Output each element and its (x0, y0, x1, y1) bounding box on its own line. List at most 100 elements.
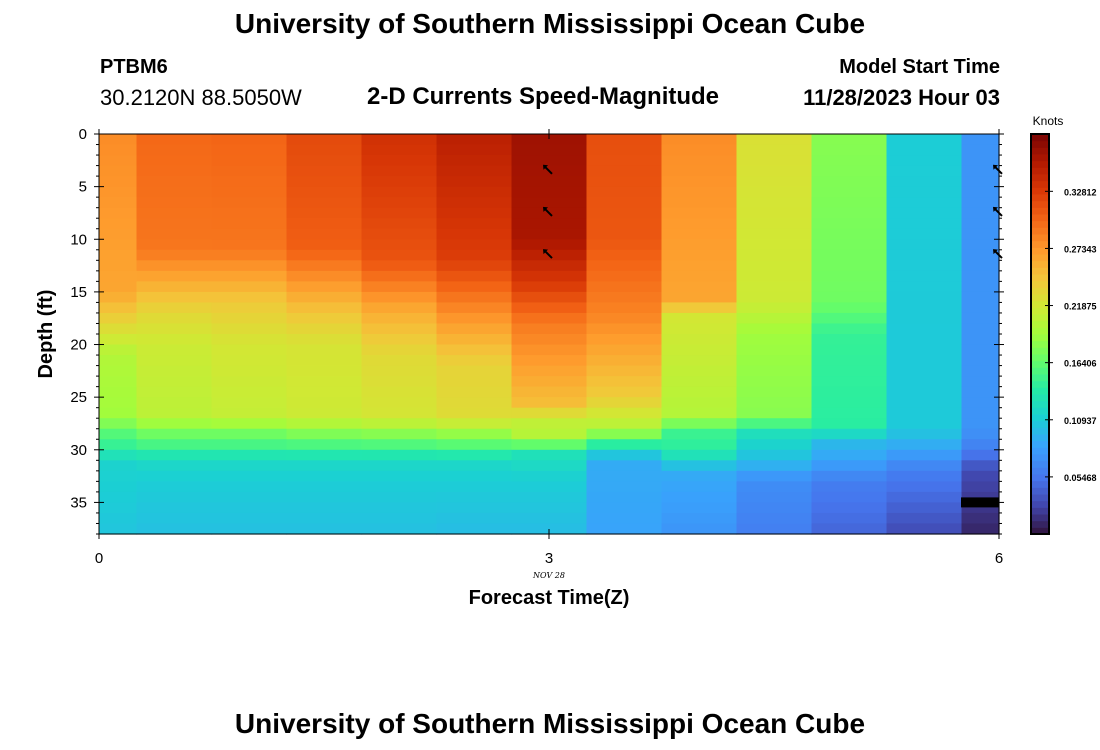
heatmap-cell (436, 312, 513, 325)
colorbar-segment (1031, 314, 1049, 322)
heatmap-cell (886, 491, 963, 504)
heatmap-cell (436, 386, 513, 398)
heatmap-cell (811, 449, 888, 461)
heatmap-cell (661, 491, 738, 504)
heatmap-cell (286, 197, 363, 209)
heatmap-cell (211, 218, 288, 230)
heatmap-cell (811, 260, 888, 272)
heatmap-cell (286, 481, 363, 493)
heatmap-cell (886, 165, 963, 177)
heatmap-cell (361, 523, 438, 535)
heatmap-cell (886, 428, 963, 440)
heatmap-cell (811, 481, 888, 493)
colorbar-segment (1031, 347, 1049, 355)
heatmap-cell (286, 302, 363, 314)
heatmap-cell (136, 460, 213, 472)
heatmap-cell (136, 439, 213, 451)
heatmap-cell (661, 207, 738, 219)
heatmap-cell (99, 407, 138, 419)
heatmap-cell (136, 365, 213, 377)
heatmap-cell (736, 512, 813, 525)
heatmap-cell (511, 334, 588, 346)
heatmap-cell (136, 291, 213, 304)
heatmap-cell (511, 449, 588, 461)
heatmap-cell (736, 134, 813, 146)
heatmap-cell (211, 270, 288, 282)
heatmap-cell (286, 323, 363, 335)
heatmap-cells (99, 134, 1000, 535)
heatmap-cell (961, 323, 1000, 335)
heatmap-cell (361, 134, 438, 146)
heatmap-cell (961, 502, 1000, 514)
heatmap-cell (99, 302, 138, 314)
heatmap-cell (136, 155, 213, 167)
heatmap-cell (886, 397, 963, 409)
heatmap-cell (661, 418, 738, 430)
y-axis-label: Depth (ft) (35, 290, 57, 379)
colorbar-segment (1031, 507, 1049, 515)
heatmap-cell (211, 312, 288, 325)
heatmap-cell (586, 334, 663, 346)
colorbar-segment (1031, 287, 1049, 295)
heatmap-cell (586, 144, 663, 156)
heatmap-cell (736, 407, 813, 419)
heatmap-cell (211, 502, 288, 514)
heatmap-cell (436, 428, 513, 440)
heatmap-cell (886, 512, 963, 525)
heatmap-cell (586, 291, 663, 304)
heatmap-cell (136, 418, 213, 430)
heatmap-cell (136, 470, 213, 482)
heatmap-cell (586, 523, 663, 535)
heatmap-cell (286, 470, 363, 482)
heatmap-cell (511, 491, 588, 504)
heatmap-cell (586, 397, 663, 409)
heatmap-cell (661, 460, 738, 472)
heatmap-cell (586, 176, 663, 188)
heatmap-cell (586, 470, 663, 482)
colorbar-segment (1031, 180, 1049, 188)
heatmap-cell (361, 302, 438, 314)
heatmap-cell (811, 512, 888, 525)
heatmap-cell (436, 249, 513, 261)
heatmap-cell (436, 470, 513, 482)
colorbar-segment (1031, 147, 1049, 155)
heatmap-cell (99, 249, 138, 261)
colorbar-segment (1031, 494, 1049, 502)
heatmap-cell (136, 481, 213, 493)
heatmap-cell (811, 165, 888, 177)
heatmap-cell (661, 386, 738, 398)
heatmap-cell (586, 260, 663, 272)
heatmap-cell (361, 491, 438, 504)
heatmap-cell (436, 260, 513, 272)
heatmap-cell (811, 312, 888, 325)
heatmap-cell (661, 176, 738, 188)
heatmap-cell (436, 207, 513, 219)
heatmap-cell (211, 186, 288, 198)
heatmap-cell (736, 523, 813, 535)
heatmap-cell (436, 176, 513, 188)
heatmap-cell (511, 260, 588, 272)
heatmap-cell (961, 355, 1000, 367)
heatmap-cell (99, 165, 138, 177)
heatmap-cell (436, 302, 513, 314)
heatmap-cell (436, 449, 513, 461)
heatmap-cell (886, 386, 963, 398)
heatmap-cell (886, 439, 963, 451)
heatmap-cell (586, 344, 663, 356)
heatmap-cell (661, 481, 738, 493)
heatmap-cell (361, 397, 438, 409)
heatmap-cell (886, 249, 963, 261)
heatmap-cell (961, 207, 1000, 219)
heatmap-cell (211, 449, 288, 461)
main-title: University of Southern Mississippi Ocean… (234, 8, 866, 39)
heatmap-cell (586, 239, 663, 251)
heatmap-cell (99, 502, 138, 514)
heatmap-cell (436, 397, 513, 409)
heatmap-cell (736, 197, 813, 209)
heatmap-cell (661, 470, 738, 482)
heatmap-cell (99, 218, 138, 230)
heatmap-cell (286, 176, 363, 188)
heatmap-cell (811, 239, 888, 251)
heatmap-cell (811, 186, 888, 198)
heatmap-cell (211, 523, 288, 535)
